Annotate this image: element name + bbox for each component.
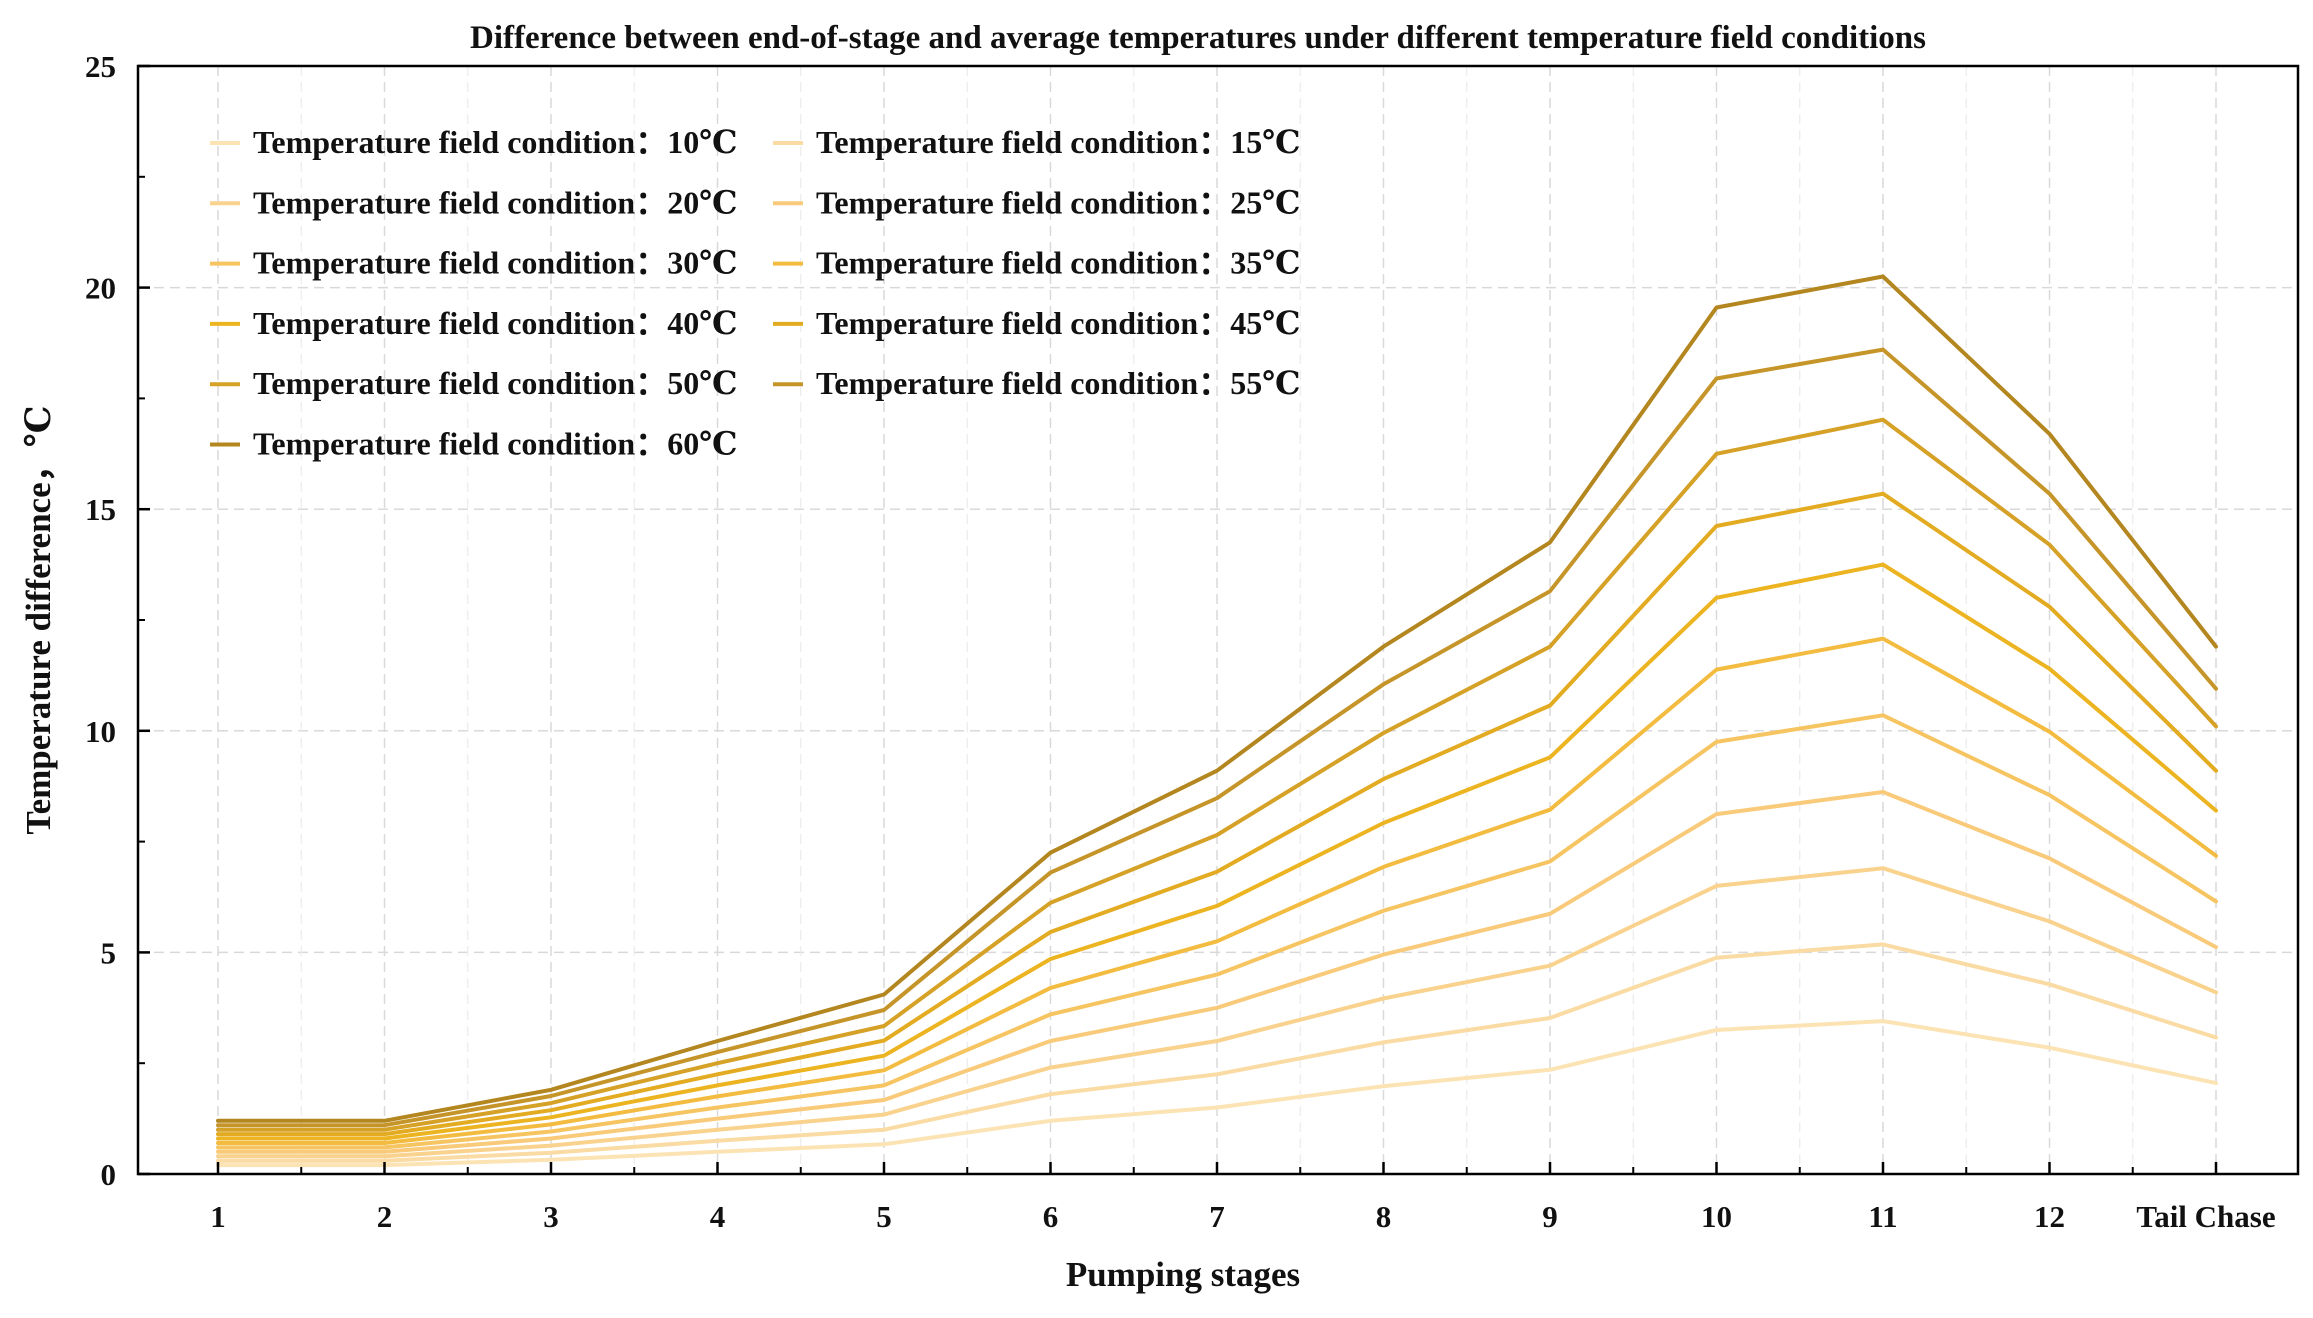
- y-axis-label: Temperature difference，℃: [19, 405, 58, 834]
- x-tick-label: 8: [1376, 1199, 1392, 1234]
- x-tick-label: 5: [876, 1199, 892, 1234]
- x-tick-label: 11: [1868, 1199, 1897, 1234]
- y-tick-label: 15: [85, 492, 116, 527]
- series-line: [216, 1019, 2218, 1168]
- y-tick-label: 5: [101, 935, 117, 970]
- series-line: [216, 347, 2218, 1128]
- legend-entry-label: Temperature field condition：30℃: [253, 245, 738, 281]
- y-tick-label: 25: [85, 49, 116, 84]
- x-tick-label: 2: [377, 1199, 393, 1234]
- series-line: [216, 491, 2218, 1137]
- legend-entry-label: Temperature field condition：40℃: [253, 305, 738, 341]
- series-line: [216, 790, 2218, 1154]
- series-line: [216, 274, 2218, 1123]
- x-axis-tick-labels: 1 2 3 4 5 6 7 8 9 10 11 12 Tail Chase: [210, 1199, 2275, 1234]
- series-line: [216, 942, 2218, 1163]
- series-line: [216, 562, 2218, 1141]
- y-tick-label: 0: [101, 1157, 117, 1192]
- x-tick-label: Tail Chase: [2136, 1199, 2275, 1234]
- x-tick-label: 7: [1209, 1199, 1225, 1234]
- x-tick-label: 1: [210, 1199, 226, 1234]
- y-tick-label: 20: [85, 271, 116, 306]
- legend-entry-label: Temperature field condition：25℃: [816, 184, 1301, 220]
- series-line: [216, 866, 2218, 1159]
- x-tick-label: 9: [1542, 1199, 1558, 1234]
- x-tick-label: 4: [710, 1199, 726, 1234]
- legend-entry-label: Temperature field condition：55℃: [816, 365, 1301, 401]
- chart-title: Difference between end-of-stage and aver…: [470, 20, 1926, 56]
- y-tick-label: 10: [85, 714, 116, 749]
- legend-entry-label: Temperature field condition：60℃: [253, 426, 738, 462]
- x-tick-label: 10: [1701, 1199, 1732, 1234]
- series-lines: [216, 274, 2218, 1168]
- x-tick-label: 12: [2034, 1199, 2065, 1234]
- series-line: [216, 636, 2218, 1145]
- legend-entry-label: Temperature field condition：20℃: [253, 184, 738, 220]
- series-line: [216, 417, 2218, 1132]
- series-line: [216, 713, 2218, 1150]
- legend: Temperature field condition：10℃ Temperatu…: [210, 124, 1301, 462]
- gridlines: [138, 66, 2298, 1174]
- legend-entry-label: Temperature field condition：50℃: [253, 365, 738, 401]
- legend-entry-label: Temperature field condition：45℃: [816, 305, 1301, 341]
- y-axis-tick-labels: 0 5 10 15 20 25: [85, 49, 116, 1192]
- x-axis-label: Pumping stages: [1066, 1255, 1300, 1294]
- legend-entry-label: Temperature field condition：10℃: [253, 124, 738, 160]
- x-tick-label: 3: [543, 1199, 559, 1234]
- legend-entry-label: Temperature field condition：35℃: [816, 245, 1301, 281]
- axis-ticks: [138, 64, 2218, 1176]
- legend-entry-label: Temperature field condition：15℃: [816, 124, 1301, 160]
- x-tick-label: 6: [1043, 1199, 1059, 1234]
